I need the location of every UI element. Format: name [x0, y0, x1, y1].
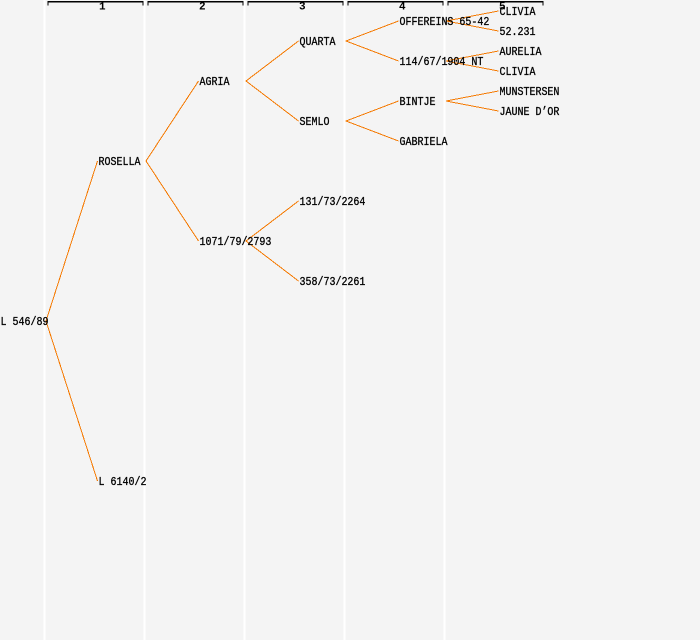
svg-text:2: 2 [199, 2, 205, 14]
svg-text:4: 4 [399, 2, 406, 14]
svg-text:JAUNE D’OR: JAUNE D’OR [500, 106, 560, 119]
svg-text:114/67/1904 NT: 114/67/1904 NT [400, 56, 484, 69]
svg-text:L 6140/2: L 6140/2 [99, 476, 147, 489]
svg-text:AURELIA: AURELIA [500, 46, 542, 59]
svg-text:131/73/2264: 131/73/2264 [300, 196, 366, 209]
svg-text:OFFEREINS 65-42: OFFEREINS 65-42 [400, 16, 490, 29]
svg-text:GABRIELA: GABRIELA [400, 136, 448, 149]
svg-text:1: 1 [99, 2, 106, 14]
svg-text:CLIVIA: CLIVIA [500, 66, 536, 79]
svg-text:3: 3 [299, 2, 306, 14]
svg-text:52.231: 52.231 [500, 26, 536, 39]
svg-text:QUARTA: QUARTA [300, 36, 336, 49]
svg-text:SEMLO: SEMLO [300, 116, 330, 129]
svg-text:ROSELLA: ROSELLA [99, 156, 141, 169]
svg-text:L 546/89: L 546/89 [1, 316, 49, 329]
svg-text:MUNSTERSEN: MUNSTERSEN [500, 86, 560, 99]
svg-text:5: 5 [499, 2, 506, 14]
svg-text:AGRIA: AGRIA [200, 76, 230, 89]
svg-text:BINTJE: BINTJE [400, 96, 436, 109]
svg-text:CLIVIA: CLIVIA [500, 6, 536, 19]
svg-text:1071/79/2793: 1071/79/2793 [200, 236, 272, 249]
svg-text:358/73/2261: 358/73/2261 [300, 276, 366, 289]
